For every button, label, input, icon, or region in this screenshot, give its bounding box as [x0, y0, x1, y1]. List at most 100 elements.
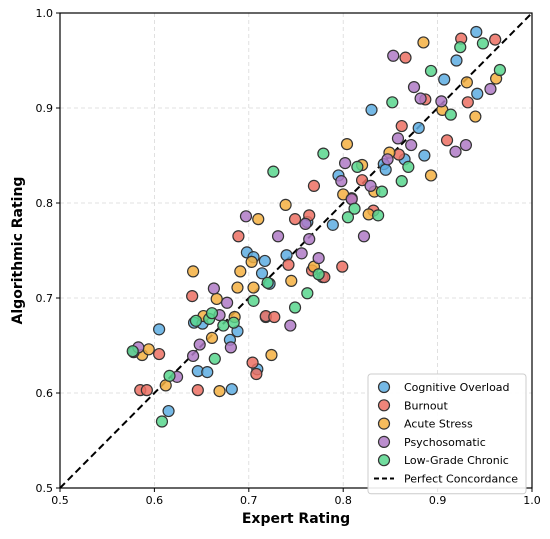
- point-burnout: [307, 179, 321, 192]
- x-tick-label: 0.9: [429, 494, 447, 507]
- point-low-grade-chronic: [227, 316, 240, 329]
- perfect-concordance-line: [59, 12, 533, 489]
- plot-frame: [59, 12, 533, 489]
- point-psychosomatic: [335, 175, 348, 188]
- point-low-grade-chronic: [351, 160, 364, 173]
- x-tick-label: 0.7: [240, 494, 258, 507]
- legend-label-acute-stress: Acute Stress: [404, 418, 473, 431]
- point-burnout: [191, 384, 204, 397]
- legend-marker-cognitive-overload: [377, 380, 391, 394]
- point-low-grade-chronic: [288, 301, 302, 314]
- y-tick-label: 0.6: [36, 387, 54, 400]
- point-low-grade-chronic: [444, 108, 457, 121]
- legend-items: Cognitive Overload Burnout Acute Stress Psy…: [374, 380, 518, 486]
- point-acute-stress: [245, 255, 258, 268]
- point-cognitive-overload: [153, 323, 166, 336]
- point-low-grade-chronic: [493, 63, 507, 77]
- point-psychosomatic: [484, 82, 497, 96]
- point-low-grade-chronic: [261, 276, 274, 289]
- point-low-grade-chronic: [454, 41, 467, 54]
- point-acute-stress: [187, 265, 200, 278]
- point-cognitive-overload: [255, 267, 269, 280]
- point-low-grade-chronic: [348, 202, 361, 215]
- point-psychosomatic: [435, 95, 448, 108]
- y-tick-label: 0.8: [36, 197, 54, 210]
- y-tick-label: 0.9: [36, 102, 54, 115]
- point-psychosomatic: [312, 252, 325, 265]
- point-acute-stress: [231, 281, 244, 294]
- point-psychosomatic: [187, 349, 200, 363]
- point-acute-stress: [469, 110, 482, 123]
- point-burnout: [250, 367, 263, 381]
- point-low-grade-chronic: [301, 287, 314, 300]
- point-acute-stress: [285, 274, 298, 287]
- point-psychosomatic: [271, 230, 285, 243]
- legend-label-psychosomatic: Psychosomatic: [404, 436, 486, 449]
- point-psychosomatic: [299, 217, 312, 230]
- point-burnout: [355, 174, 369, 187]
- point-burnout: [336, 260, 349, 273]
- point-burnout: [186, 290, 199, 303]
- point-cognitive-overload: [225, 383, 238, 396]
- point-burnout: [140, 384, 153, 397]
- point-acute-stress: [234, 265, 247, 278]
- point-low-grade-chronic: [163, 369, 176, 382]
- point-psychosomatic: [414, 92, 427, 105]
- point-psychosomatic: [364, 179, 377, 192]
- point-acute-stress: [210, 292, 223, 306]
- point-cognitive-overload: [326, 218, 339, 231]
- point-psychosomatic: [459, 138, 473, 152]
- point-cognitive-overload: [418, 149, 431, 162]
- point-cognitive-overload: [470, 25, 483, 39]
- point-low-grade-chronic: [341, 211, 355, 224]
- point-cognitive-overload: [438, 73, 451, 86]
- point-low-grade-chronic: [386, 96, 399, 109]
- point-cognitive-overload: [450, 54, 463, 67]
- point-low-grade-chronic: [208, 352, 221, 365]
- point-low-grade-chronic: [375, 185, 389, 198]
- point-psychosomatic: [284, 319, 297, 332]
- point-acute-stress: [460, 76, 473, 89]
- legend: Cognitive Overload Burnout Acute Stress Psy…: [367, 373, 527, 495]
- point-low-grade-chronic: [267, 165, 280, 178]
- point-burnout: [232, 230, 245, 243]
- point-burnout: [246, 356, 259, 369]
- data-points: [126, 25, 507, 428]
- point-psychosomatic: [338, 157, 352, 170]
- point-acute-stress: [417, 36, 430, 49]
- point-acute-stress: [340, 138, 354, 151]
- y-axis-label: Algorithmic Rating: [10, 177, 26, 325]
- point-acute-stress: [265, 348, 278, 362]
- point-low-grade-chronic: [402, 160, 415, 173]
- point-low-grade-chronic: [155, 415, 169, 428]
- legend-marker-burnout: [377, 399, 391, 412]
- point-psychosomatic: [391, 132, 405, 145]
- point-psychosomatic: [449, 145, 462, 158]
- point-burnout: [288, 213, 302, 226]
- legend-marker-acute-stress: [377, 417, 391, 430]
- point-cognitive-overload: [379, 163, 392, 176]
- point-acute-stress: [142, 343, 155, 356]
- point-low-grade-chronic: [476, 37, 490, 50]
- point-cognitive-overload: [258, 254, 271, 268]
- point-acute-stress: [279, 198, 292, 211]
- point-burnout: [153, 347, 166, 361]
- point-psychosomatic: [224, 341, 237, 354]
- point-low-grade-chronic: [312, 268, 325, 281]
- point-psychosomatic: [295, 247, 308, 260]
- point-cognitive-overload: [412, 121, 425, 135]
- legend-marker-low-grade-chronic: [377, 454, 391, 467]
- legend-label-low-grade-chronic: Low-Grade Chronic: [404, 454, 509, 467]
- point-psychosomatic: [207, 282, 220, 295]
- point-burnout: [489, 33, 502, 46]
- point-psychosomatic: [387, 49, 400, 62]
- point-low-grade-chronic: [126, 345, 139, 358]
- point-acute-stress: [213, 385, 226, 398]
- point-acute-stress: [247, 281, 260, 294]
- legend-label-cognitive-overload: Cognitive Overload: [404, 381, 510, 394]
- point-burnout: [461, 96, 474, 109]
- reference-line-layer: [59, 12, 533, 489]
- point-acute-stress: [205, 331, 219, 344]
